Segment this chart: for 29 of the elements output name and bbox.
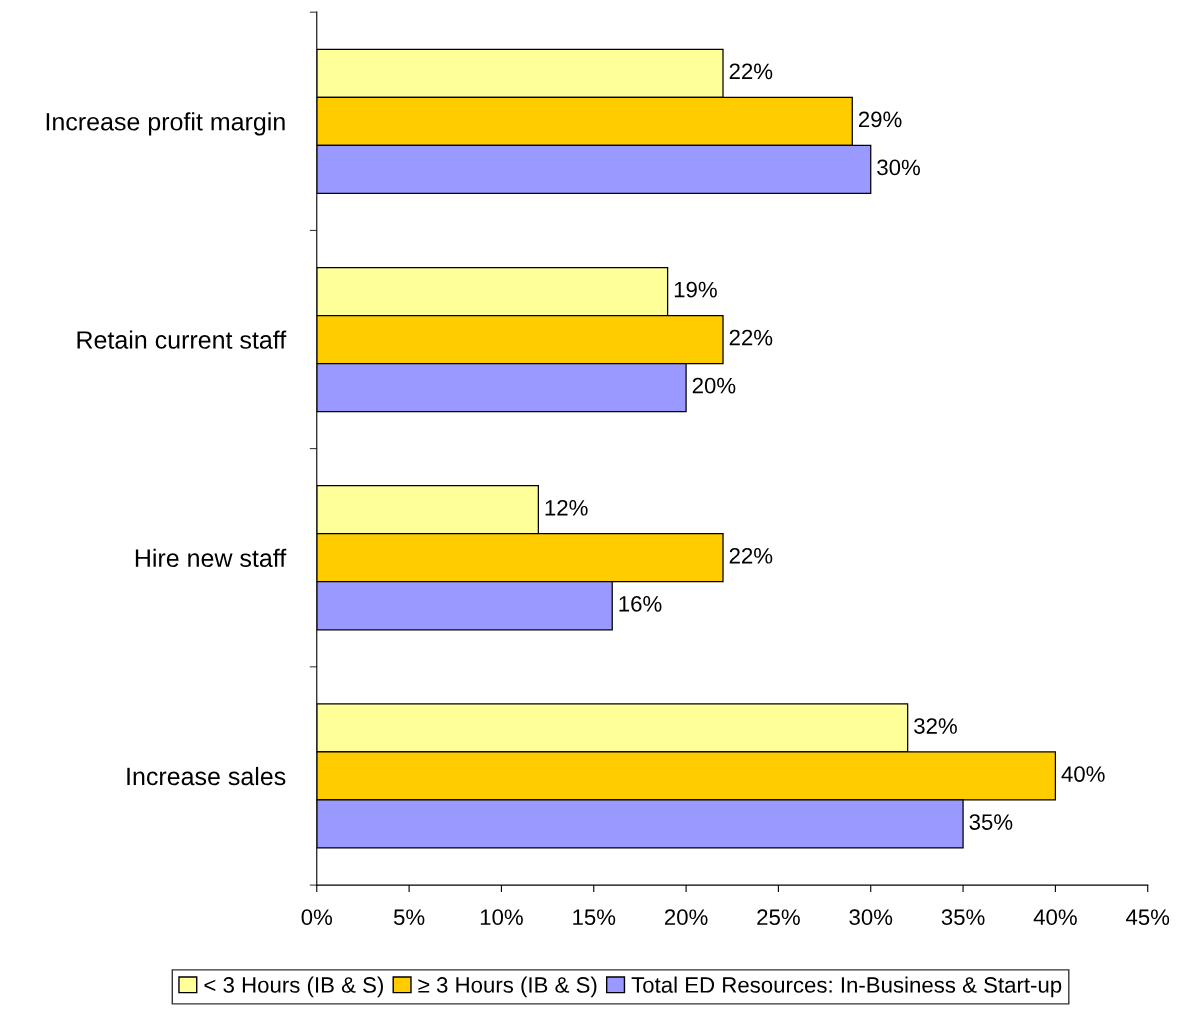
data-label: 30% <box>877 159 920 176</box>
y-tick-label: Increase sales <box>127 766 286 786</box>
data-label: 32% <box>914 718 957 734</box>
y-tick-label: Hire new staff <box>135 548 287 568</box>
y-tick-label: Retain current staff <box>77 330 287 349</box>
data-label: 12% <box>545 499 588 516</box>
x-tick-label: 0% <box>301 909 333 926</box>
x-tick-label: 5% <box>393 909 425 926</box>
data-label: 22% <box>729 329 773 346</box>
data-label: 35% <box>969 814 1013 830</box>
x-tick-label: 10% <box>480 909 523 926</box>
x-tick-label: 35% <box>941 909 985 926</box>
data-label: 16% <box>619 595 662 612</box>
data-label: 20% <box>692 377 736 394</box>
x-tick-label: 25% <box>757 909 800 926</box>
data-label: 22% <box>729 63 773 80</box>
legend-label: Total ED Resources: In-Business & Start-up <box>631 976 1062 998</box>
x-tick-label: 15% <box>573 909 616 926</box>
x-tick-label: 40% <box>1033 909 1077 926</box>
legend-label: ≥ 3 Hours (IB & S) <box>418 976 597 998</box>
x-tick-label: 45% <box>1125 909 1170 926</box>
y-tick-label: Increase profit margin <box>46 112 285 136</box>
x-tick-label: 30% <box>849 909 893 926</box>
data-label: 29% <box>858 111 902 128</box>
x-tick-label: 20% <box>664 909 708 926</box>
data-label: 40% <box>1061 766 1105 782</box>
data-label: 22% <box>729 547 773 564</box>
legend-label: < 3 Hours (IB & S) <box>204 976 383 998</box>
data-label: 19% <box>674 281 717 298</box>
